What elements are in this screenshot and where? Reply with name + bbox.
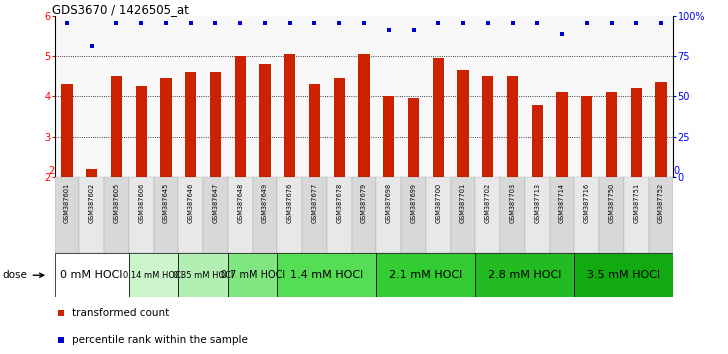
Text: GDS3670 / 1426505_at: GDS3670 / 1426505_at [52, 3, 189, 16]
Text: GSM387647: GSM387647 [213, 183, 218, 223]
Bar [649, 177, 673, 253]
Text: GSM387750: GSM387750 [609, 183, 614, 223]
Bar [482, 76, 494, 177]
Bar [606, 92, 617, 177]
Bar [104, 177, 129, 253]
Text: 0 mM HOCl: 0 mM HOCl [60, 270, 123, 280]
Text: GSM387716: GSM387716 [584, 183, 590, 223]
Text: GSM387698: GSM387698 [386, 183, 392, 223]
Text: GSM387714: GSM387714 [559, 183, 565, 223]
Bar [160, 78, 172, 177]
Bar [451, 177, 475, 253]
Bar [352, 177, 376, 253]
Bar [277, 253, 376, 297]
Bar [376, 177, 401, 253]
Bar [333, 78, 345, 177]
Bar [383, 96, 395, 177]
Bar [525, 177, 550, 253]
Text: 3.5 mM HOCl: 3.5 mM HOCl [587, 270, 660, 280]
Bar [574, 253, 673, 297]
Text: GSM387678: GSM387678 [336, 183, 342, 223]
Bar [408, 98, 419, 177]
Bar [259, 64, 271, 177]
Bar [86, 169, 98, 177]
Bar [432, 58, 444, 177]
Text: percentile rank within the sample: percentile rank within the sample [72, 335, 248, 345]
Text: dose: dose [3, 270, 44, 280]
Text: 0.7 mM HOCl: 0.7 mM HOCl [221, 270, 285, 280]
Text: GSM387701: GSM387701 [460, 183, 466, 223]
Bar [210, 72, 221, 177]
Text: GSM387605: GSM387605 [114, 183, 119, 223]
Bar [327, 177, 352, 253]
Text: GSM387601: GSM387601 [64, 183, 70, 223]
Text: GSM387606: GSM387606 [138, 183, 144, 223]
Text: GSM387645: GSM387645 [163, 183, 169, 223]
Text: GSM387679: GSM387679 [361, 183, 367, 223]
Text: 1.4 mM HOCl: 1.4 mM HOCl [290, 270, 363, 280]
Bar [556, 92, 568, 177]
Text: GSM387699: GSM387699 [411, 183, 416, 223]
Bar [426, 177, 451, 253]
Text: GSM387646: GSM387646 [188, 183, 194, 223]
Bar [178, 177, 203, 253]
Text: GSM387752: GSM387752 [658, 183, 664, 223]
Text: 2.1 mM HOCl: 2.1 mM HOCl [389, 270, 462, 280]
Bar [624, 177, 649, 253]
Bar [599, 177, 624, 253]
Text: GSM387677: GSM387677 [312, 183, 317, 223]
Text: GSM387602: GSM387602 [89, 183, 95, 223]
Text: GSM387751: GSM387751 [633, 183, 639, 223]
Bar [228, 177, 253, 253]
Bar [154, 177, 178, 253]
Bar [507, 76, 518, 177]
Bar [61, 84, 73, 177]
Text: 0.35 mM HOCl: 0.35 mM HOCl [173, 271, 233, 280]
Bar [475, 253, 574, 297]
Text: GSM387649: GSM387649 [262, 183, 268, 223]
Bar [203, 177, 228, 253]
Bar [475, 177, 500, 253]
Bar [55, 253, 129, 297]
Bar [630, 88, 642, 177]
Bar [178, 253, 228, 297]
Bar [79, 177, 104, 253]
Bar [457, 70, 469, 177]
Bar [284, 54, 296, 177]
Text: transformed count: transformed count [72, 308, 169, 318]
Text: 0.14 mM HOCl: 0.14 mM HOCl [124, 271, 183, 280]
Bar [185, 72, 197, 177]
Text: GSM387676: GSM387676 [287, 183, 293, 223]
Text: GSM387713: GSM387713 [534, 183, 540, 223]
Bar [581, 96, 593, 177]
Bar [401, 177, 426, 253]
Text: GSM387700: GSM387700 [435, 183, 441, 223]
Text: 2.8 mM HOCl: 2.8 mM HOCl [488, 270, 561, 280]
Text: 2: 2 [48, 166, 55, 176]
Bar [55, 177, 79, 253]
Text: GSM387702: GSM387702 [485, 183, 491, 223]
Bar [302, 177, 327, 253]
Bar [500, 177, 525, 253]
Bar [129, 253, 178, 297]
Bar [550, 177, 574, 253]
Text: GSM387648: GSM387648 [237, 183, 243, 223]
Bar [253, 177, 277, 253]
Bar [234, 56, 246, 177]
Bar [531, 104, 543, 177]
Bar [277, 177, 302, 253]
Bar [129, 177, 154, 253]
Bar [574, 177, 599, 253]
Bar [655, 82, 667, 177]
Text: 0: 0 [673, 166, 679, 176]
Bar [309, 84, 320, 177]
Bar [376, 253, 475, 297]
Bar [228, 253, 277, 297]
Bar [111, 76, 122, 177]
Bar [358, 54, 370, 177]
Text: GSM387703: GSM387703 [510, 183, 515, 223]
Bar [135, 86, 147, 177]
